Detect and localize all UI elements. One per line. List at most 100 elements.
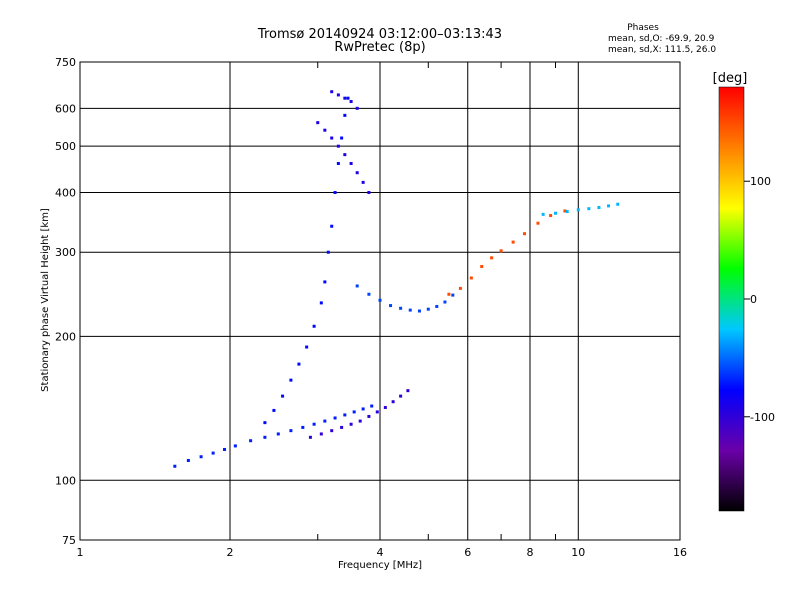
data-point (389, 304, 393, 308)
x-tick-label: 4 (377, 546, 384, 559)
data-point (336, 161, 340, 165)
y-tick-label: 75 (62, 534, 76, 547)
data-point (355, 284, 359, 288)
stats-box: Phases mean, sd,O: -69.9, 20.9 mean, sd,… (608, 23, 716, 55)
data-point (426, 307, 430, 311)
data-point (249, 439, 253, 443)
data-point (199, 455, 203, 459)
data-point (289, 378, 293, 382)
colorbar-tick-label: 0 (750, 293, 757, 306)
data-point (565, 210, 569, 214)
stats-line-o: mean, sd,O: -69.9, 20.9 (608, 34, 715, 44)
data-point (340, 425, 344, 429)
data-point (406, 389, 410, 393)
data-point (361, 180, 365, 184)
title-block: Tromsø 20140924 03:12:00–03:13:43 RwPret… (257, 27, 502, 55)
colorbar-gradient (718, 86, 745, 512)
x-tick-label: 1 (77, 546, 84, 559)
data-point (263, 435, 267, 439)
data-point (276, 432, 280, 436)
data-point (263, 421, 267, 425)
axis-ticks: 1 2 4 6 8 10 16 75 100 200 300 400 500 600 750 (55, 56, 687, 559)
data-point (499, 249, 503, 253)
data-point (458, 286, 462, 290)
data-point (186, 458, 190, 462)
data-point (367, 414, 371, 418)
data-point (343, 113, 347, 117)
data-point (326, 250, 330, 254)
stats-heading: Phases (627, 23, 659, 33)
data-point (312, 324, 316, 328)
data-point (343, 413, 347, 417)
y-tick-label: 200 (55, 330, 76, 343)
y-axis-label: Stationary phase Virtual Height [km] (40, 208, 51, 392)
data-point (323, 128, 327, 132)
data-point (297, 362, 301, 366)
data-point (553, 211, 557, 215)
data-point (367, 292, 371, 296)
data-point (333, 416, 337, 420)
data-point (223, 447, 227, 451)
data-point (587, 207, 591, 211)
data-point (511, 240, 515, 244)
data-point (451, 293, 455, 297)
data-point (399, 394, 403, 398)
data-point (383, 405, 387, 409)
data-point (597, 206, 601, 210)
grid-lines (80, 62, 680, 540)
data-point (336, 144, 340, 148)
stats-line-x: mean, sd,X: 111.5, 26.0 (608, 45, 716, 55)
y-tick-label: 300 (55, 246, 76, 259)
data-point (523, 232, 527, 236)
data-point (549, 214, 553, 218)
data-point (211, 451, 215, 455)
data-point (563, 209, 567, 213)
colorbar-tick-label: 100 (750, 175, 771, 188)
data-point (536, 221, 540, 225)
data-point (333, 190, 337, 194)
y-tick-label: 100 (55, 474, 76, 487)
colorbar-label: [deg] (713, 71, 748, 86)
x-tick-label: 2 (227, 546, 234, 559)
data-point (576, 208, 580, 212)
data-point (417, 309, 421, 313)
data-point (435, 304, 439, 308)
y-tick-label: 400 (55, 186, 76, 199)
chart-subtitle: RwPretec (8p) (334, 40, 425, 55)
data-point (272, 408, 276, 412)
data-point (289, 429, 293, 433)
data-point (370, 404, 374, 408)
x-tick-label: 8 (527, 546, 534, 559)
data-point (349, 100, 353, 104)
data-point (233, 444, 237, 448)
data-points (173, 90, 620, 468)
data-point (355, 106, 359, 110)
data-point (330, 224, 334, 228)
data-point (361, 407, 365, 411)
x-tick-label: 10 (571, 546, 585, 559)
x-tick-label: 6 (464, 546, 471, 559)
data-point (367, 190, 371, 194)
data-point (607, 204, 611, 208)
chart-title: Tromsø 20140924 03:12:00–03:13:43 (257, 27, 502, 42)
data-point (281, 394, 285, 398)
data-point (301, 425, 305, 429)
data-point (378, 298, 382, 302)
data-point (399, 306, 403, 310)
data-point (312, 422, 316, 426)
y-tick-label: 750 (55, 56, 76, 69)
data-point (447, 292, 451, 296)
data-point (352, 410, 356, 414)
data-point (490, 256, 494, 260)
colorbar: [deg] 100 0 -100 (713, 71, 775, 512)
y-tick-label: 600 (55, 102, 76, 115)
data-point (346, 96, 350, 100)
data-point (308, 435, 312, 439)
data-point (349, 161, 353, 165)
data-point (173, 464, 177, 468)
data-point (319, 301, 323, 305)
data-point (469, 276, 473, 280)
y-tick-label: 500 (55, 140, 76, 153)
data-point (323, 419, 327, 423)
